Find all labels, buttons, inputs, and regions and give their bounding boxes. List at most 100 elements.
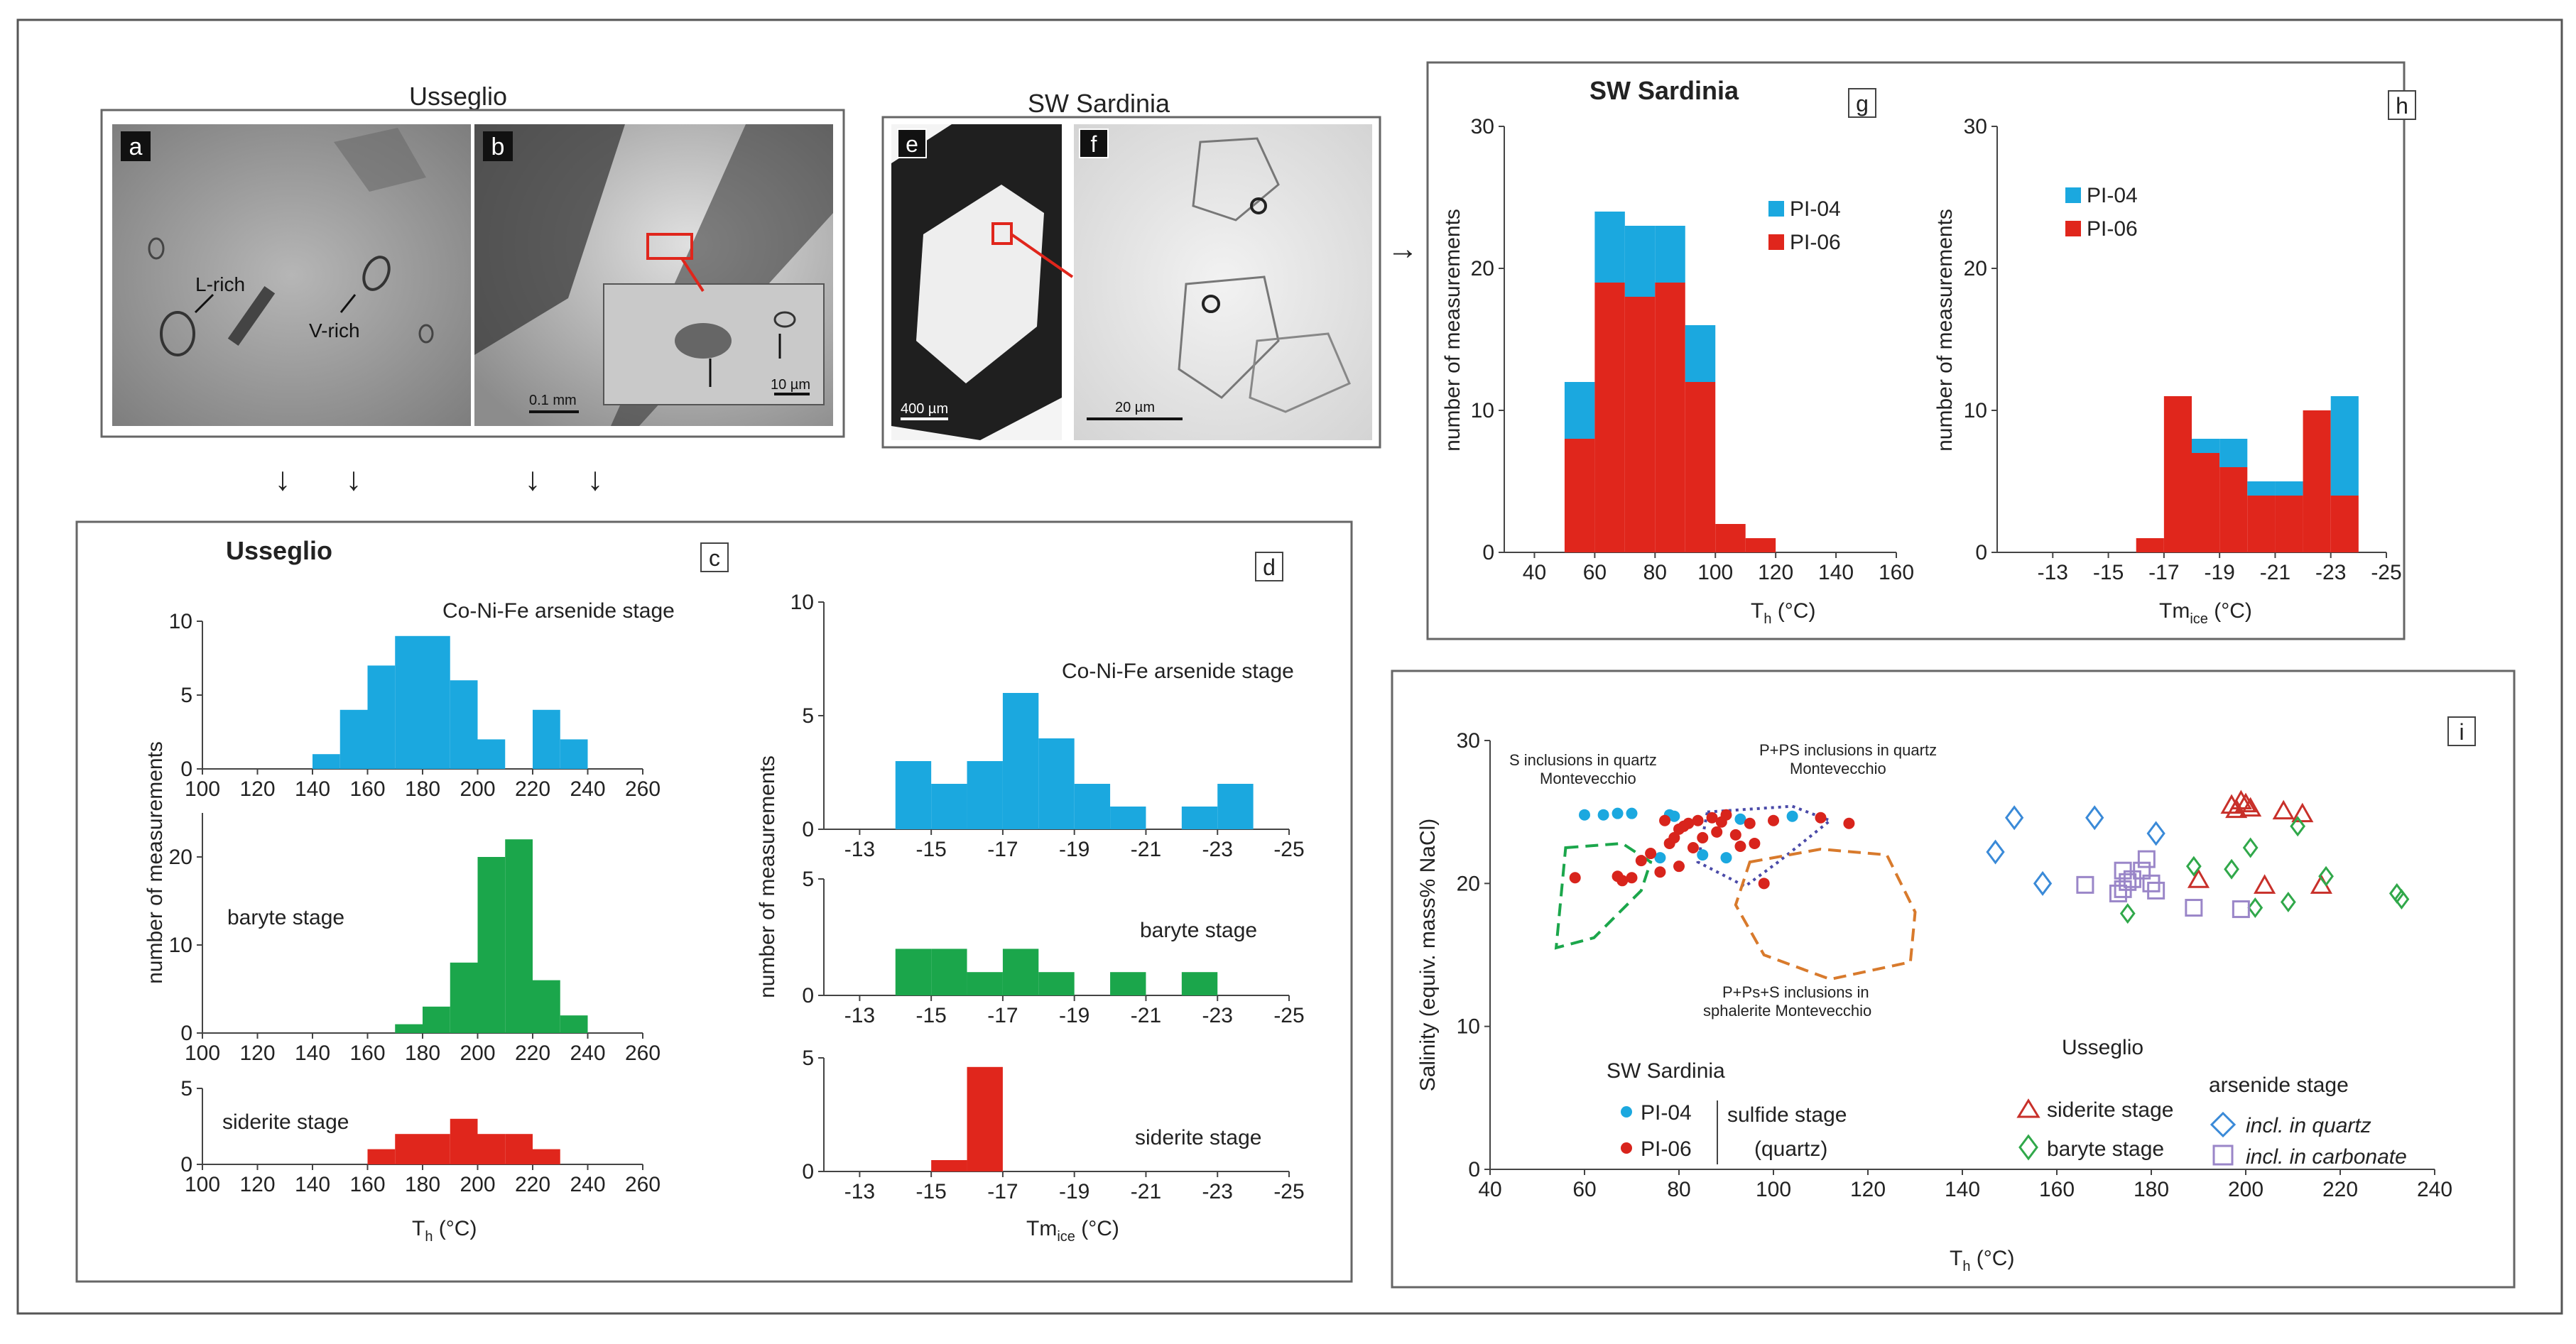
point-pi-06 xyxy=(1843,817,1855,829)
legend-swatch-pi04-g xyxy=(1768,201,1784,217)
bar-pi-06 xyxy=(1715,524,1746,552)
chart-d2: -13 -15 -17 -19 -21 -23 -25 0 5 xyxy=(802,868,1304,1027)
x-tick-label: 220 xyxy=(2322,1178,2358,1201)
bar xyxy=(367,1149,396,1164)
point-pi-06 xyxy=(1687,842,1699,853)
bar-pi-06 xyxy=(2247,496,2276,552)
x-tick-label: -15 xyxy=(2093,561,2124,584)
x-tick-label: -19 xyxy=(2204,561,2234,584)
x-tick-label: 180 xyxy=(405,1042,440,1065)
bar-pi-06 xyxy=(1594,283,1625,552)
legend-label-pi04-h: PI-04 xyxy=(2087,184,2138,207)
right-arrow-icon: → xyxy=(1387,231,1418,266)
bar xyxy=(560,739,588,769)
x-tick-label: 140 xyxy=(295,777,330,801)
l-rich-label: L-rich xyxy=(195,273,245,295)
stage-label-baryte-d: baryte stage xyxy=(1140,919,1257,942)
bar-pi-06 xyxy=(2163,396,2192,552)
legend-label-pi06-h: PI-06 xyxy=(2087,217,2138,241)
x-tick-label: -21 xyxy=(2260,561,2290,584)
x-tick-label: 140 xyxy=(295,1042,330,1065)
v-rich-label: V-rich xyxy=(309,319,360,342)
point-pi-06 xyxy=(1815,812,1827,824)
point-pi-04 xyxy=(1579,809,1590,821)
x-tick-label: -25 xyxy=(1273,1180,1304,1203)
x-tick-label: 140 xyxy=(295,1173,330,1196)
point-pi-06 xyxy=(1668,831,1680,843)
point-pi-06 xyxy=(1729,829,1741,841)
x-tick-label: 260 xyxy=(625,777,661,801)
y-axis-label-g: number of measurements xyxy=(1441,209,1464,452)
y-tick-label: 5 xyxy=(802,704,814,728)
x-tick-label: 120 xyxy=(1850,1178,1886,1201)
x-tick-label: -23 xyxy=(1202,838,1233,861)
point-pi-06 xyxy=(1569,872,1581,884)
bar-pi-04 xyxy=(1624,226,1656,297)
y-tick-label: 0 xyxy=(1482,541,1494,564)
point-carbonate xyxy=(2114,880,2132,898)
point-baryte xyxy=(2393,888,2410,909)
point-pi-06 xyxy=(1616,875,1629,887)
photo-f: f 20 µm xyxy=(1074,124,1372,440)
x-tick-label: 100 xyxy=(185,777,220,801)
bar-pi-04 xyxy=(1564,382,1595,439)
x-tick-label: -15 xyxy=(915,838,946,861)
bar xyxy=(395,1134,423,1164)
x-tick-label: -13 xyxy=(844,1004,875,1027)
bar xyxy=(895,949,932,995)
bar xyxy=(313,754,340,769)
x-tick-label: 200 xyxy=(460,777,495,801)
annotation-pps-line1: P+PS inclusions in quartz xyxy=(1759,741,1937,759)
bar-pi-04 xyxy=(2275,481,2303,496)
bar-pi-06 xyxy=(1655,283,1685,552)
point-pi-04 xyxy=(1720,852,1732,864)
usseglio-photo-title: Usseglio xyxy=(409,82,507,111)
chart-c3: 100 120 140 160 180 200 220 240 260 0 5 xyxy=(180,1077,661,1196)
y-tick-label: 0 xyxy=(180,1153,192,1176)
legend-label-pi04-i: PI-04 xyxy=(1641,1101,1692,1125)
chart-d3: -13 -15 -17 -19 -21 -23 -25 0 5 xyxy=(802,1047,1304,1203)
point-pi-06 xyxy=(1659,814,1671,826)
point-baryte xyxy=(2388,883,2405,904)
y-tick-label: 10 xyxy=(169,934,192,957)
x-tick-label: -15 xyxy=(915,1004,946,1027)
y-tick-label: 10 xyxy=(169,610,192,633)
bar xyxy=(450,680,478,769)
x-tick-label: 100 xyxy=(1697,561,1733,584)
chart-g: 40 60 80 100 120 140 160 0 10 20 30 xyxy=(1471,115,1914,584)
scale-label-b2: 10 µm xyxy=(771,377,810,393)
point-carbonate xyxy=(2109,884,2127,902)
x-tick-label: 60 xyxy=(1583,561,1607,584)
point-pi-06 xyxy=(1734,840,1746,852)
x-tick-label: -13 xyxy=(844,838,875,861)
bar-pi-06 xyxy=(1624,297,1656,552)
chart-i: 40 60 80 100 120 140 160 180 200 220 240 0 10 20 30 xyxy=(1457,729,2452,1201)
point-quartz xyxy=(2033,870,2053,896)
x-tick-label: -17 xyxy=(987,838,1018,861)
point-pi-04 xyxy=(1697,849,1709,861)
scale-label-f: 20 µm xyxy=(1115,400,1155,415)
x-tick-label: 160 xyxy=(349,1173,385,1196)
photo-a: a L-rich V-rich xyxy=(112,124,471,426)
x-axis-label-c: Th (°C) xyxy=(412,1217,477,1245)
x-tick-label: -23 xyxy=(2315,561,2346,584)
panel-letter-d: d xyxy=(1263,554,1276,580)
y-tick-label: 0 xyxy=(802,1160,814,1184)
stage-label-arsenide-c: Co-Ni-Fe arsenide stage xyxy=(442,599,675,623)
bar xyxy=(1038,972,1075,995)
x-tick-label: 80 xyxy=(1643,561,1667,584)
point-pi-04 xyxy=(1734,813,1746,825)
x-tick-label: 160 xyxy=(2039,1178,2075,1201)
x-tick-label: 180 xyxy=(405,777,440,801)
y-axis-label-c: number of measurements xyxy=(143,741,167,984)
point-pi-06 xyxy=(1692,814,1704,826)
legend-label-pi06-g: PI-06 xyxy=(1790,231,1841,254)
bar xyxy=(423,635,450,769)
usseglio-charts-frame xyxy=(75,520,1353,1283)
bar xyxy=(895,761,932,829)
y-tick-label: 5 xyxy=(180,684,192,707)
bar xyxy=(505,1134,533,1164)
point-pi-04 xyxy=(1654,852,1666,864)
region-s-inclusions xyxy=(1554,841,1653,950)
x-tick-label: 100 xyxy=(185,1173,220,1196)
